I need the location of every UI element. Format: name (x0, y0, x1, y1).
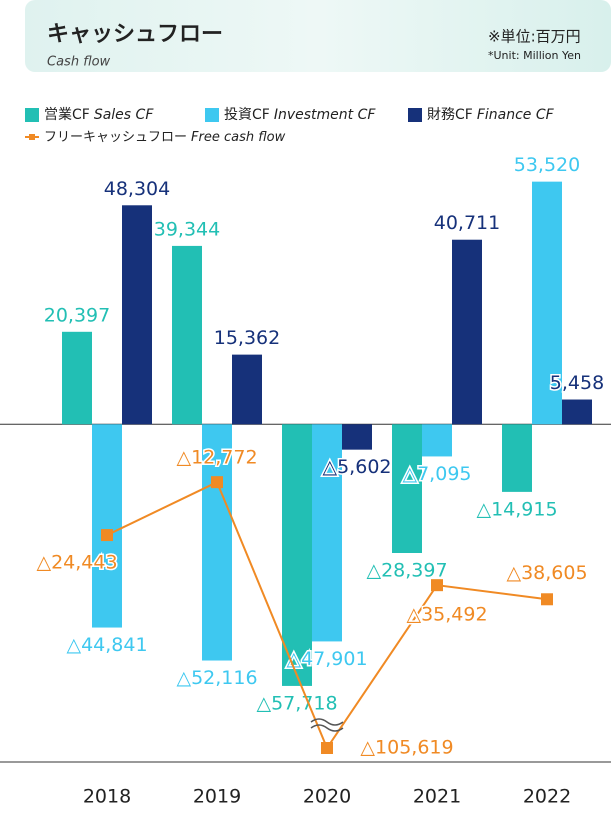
legend-name: 投資CF (224, 107, 270, 123)
bar (502, 424, 532, 492)
data-label: △24,443 (36, 552, 117, 574)
data-label: △7,095 (402, 463, 471, 485)
data-label: △12,772 (176, 447, 257, 469)
bar (452, 239, 482, 425)
unit-note-en: *Unit: Million Yen (488, 49, 581, 62)
bar (342, 424, 372, 450)
bar (62, 331, 92, 425)
data-label: 40,711 (434, 212, 500, 234)
data-label: △5,602 (322, 456, 391, 478)
data-label: 39,344 (154, 218, 220, 240)
legend-name: フリーキャッシュフロー (44, 130, 187, 145)
x-tick-label: 2021 (413, 786, 461, 808)
legend-swatch (25, 108, 39, 122)
x-tick-label: 2018 (83, 786, 131, 808)
chart-title: キャッシュフロー (47, 22, 223, 47)
bar (232, 354, 262, 425)
data-label: 20,397 (44, 304, 110, 326)
line-marker (431, 579, 443, 592)
data-label: 53,520 (514, 154, 580, 176)
data-label: △38,605 (506, 562, 587, 584)
data-label: △47,901 (286, 648, 367, 670)
legend-name-en: Free cash flow (191, 130, 286, 145)
legend-name-en: Finance CF (477, 107, 555, 123)
x-tick-label: 2019 (193, 786, 241, 808)
data-label: △35,492 (406, 604, 487, 626)
axis-break (310, 718, 344, 732)
data-label: △105,619 (360, 737, 453, 759)
data-label: 5,458 (550, 372, 604, 394)
x-tick-label: 2020 (303, 786, 351, 808)
data-label: △28,397 (366, 559, 447, 581)
line-marker (321, 742, 333, 754)
bar (282, 424, 312, 686)
legend-name: 財務CF (427, 107, 473, 123)
bar (92, 424, 122, 628)
bar (562, 399, 592, 425)
data-label: △44,841 (66, 634, 147, 656)
bar (172, 245, 202, 425)
line-marker (211, 476, 223, 489)
bar (532, 181, 562, 425)
legend-swatch (205, 108, 219, 122)
legend-marker (29, 134, 35, 140)
line-marker (101, 529, 113, 542)
bar (422, 424, 452, 457)
data-label: 48,304 (104, 178, 170, 200)
legend-name: 営業CF (44, 107, 90, 123)
bar (312, 424, 342, 642)
data-label: △57,718 (256, 692, 337, 714)
legend-swatch (408, 108, 422, 122)
unit-note: ※単位:百万円 (488, 28, 581, 46)
chart-subtitle: Cash flow (47, 55, 111, 70)
bar (122, 205, 152, 425)
legend-label: 投資CF Investment CF (224, 107, 376, 123)
data-label: 15,362 (214, 327, 280, 349)
line-marker (541, 593, 553, 606)
legend-label: 財務CF Finance CF (427, 107, 555, 123)
legend-label: 営業CF Sales CF (44, 107, 154, 123)
data-label: △14,915 (476, 498, 557, 520)
legend-name-en: Sales CF (94, 107, 154, 123)
legend-label: フリーキャッシュフロー Free cash flow (44, 130, 286, 145)
bar (392, 424, 422, 553)
data-label: △52,116 (176, 667, 257, 689)
x-tick-label: 2022 (523, 786, 571, 808)
bar (202, 424, 232, 661)
legend-name-en: Investment CF (274, 107, 377, 123)
header-band (25, 0, 611, 72)
